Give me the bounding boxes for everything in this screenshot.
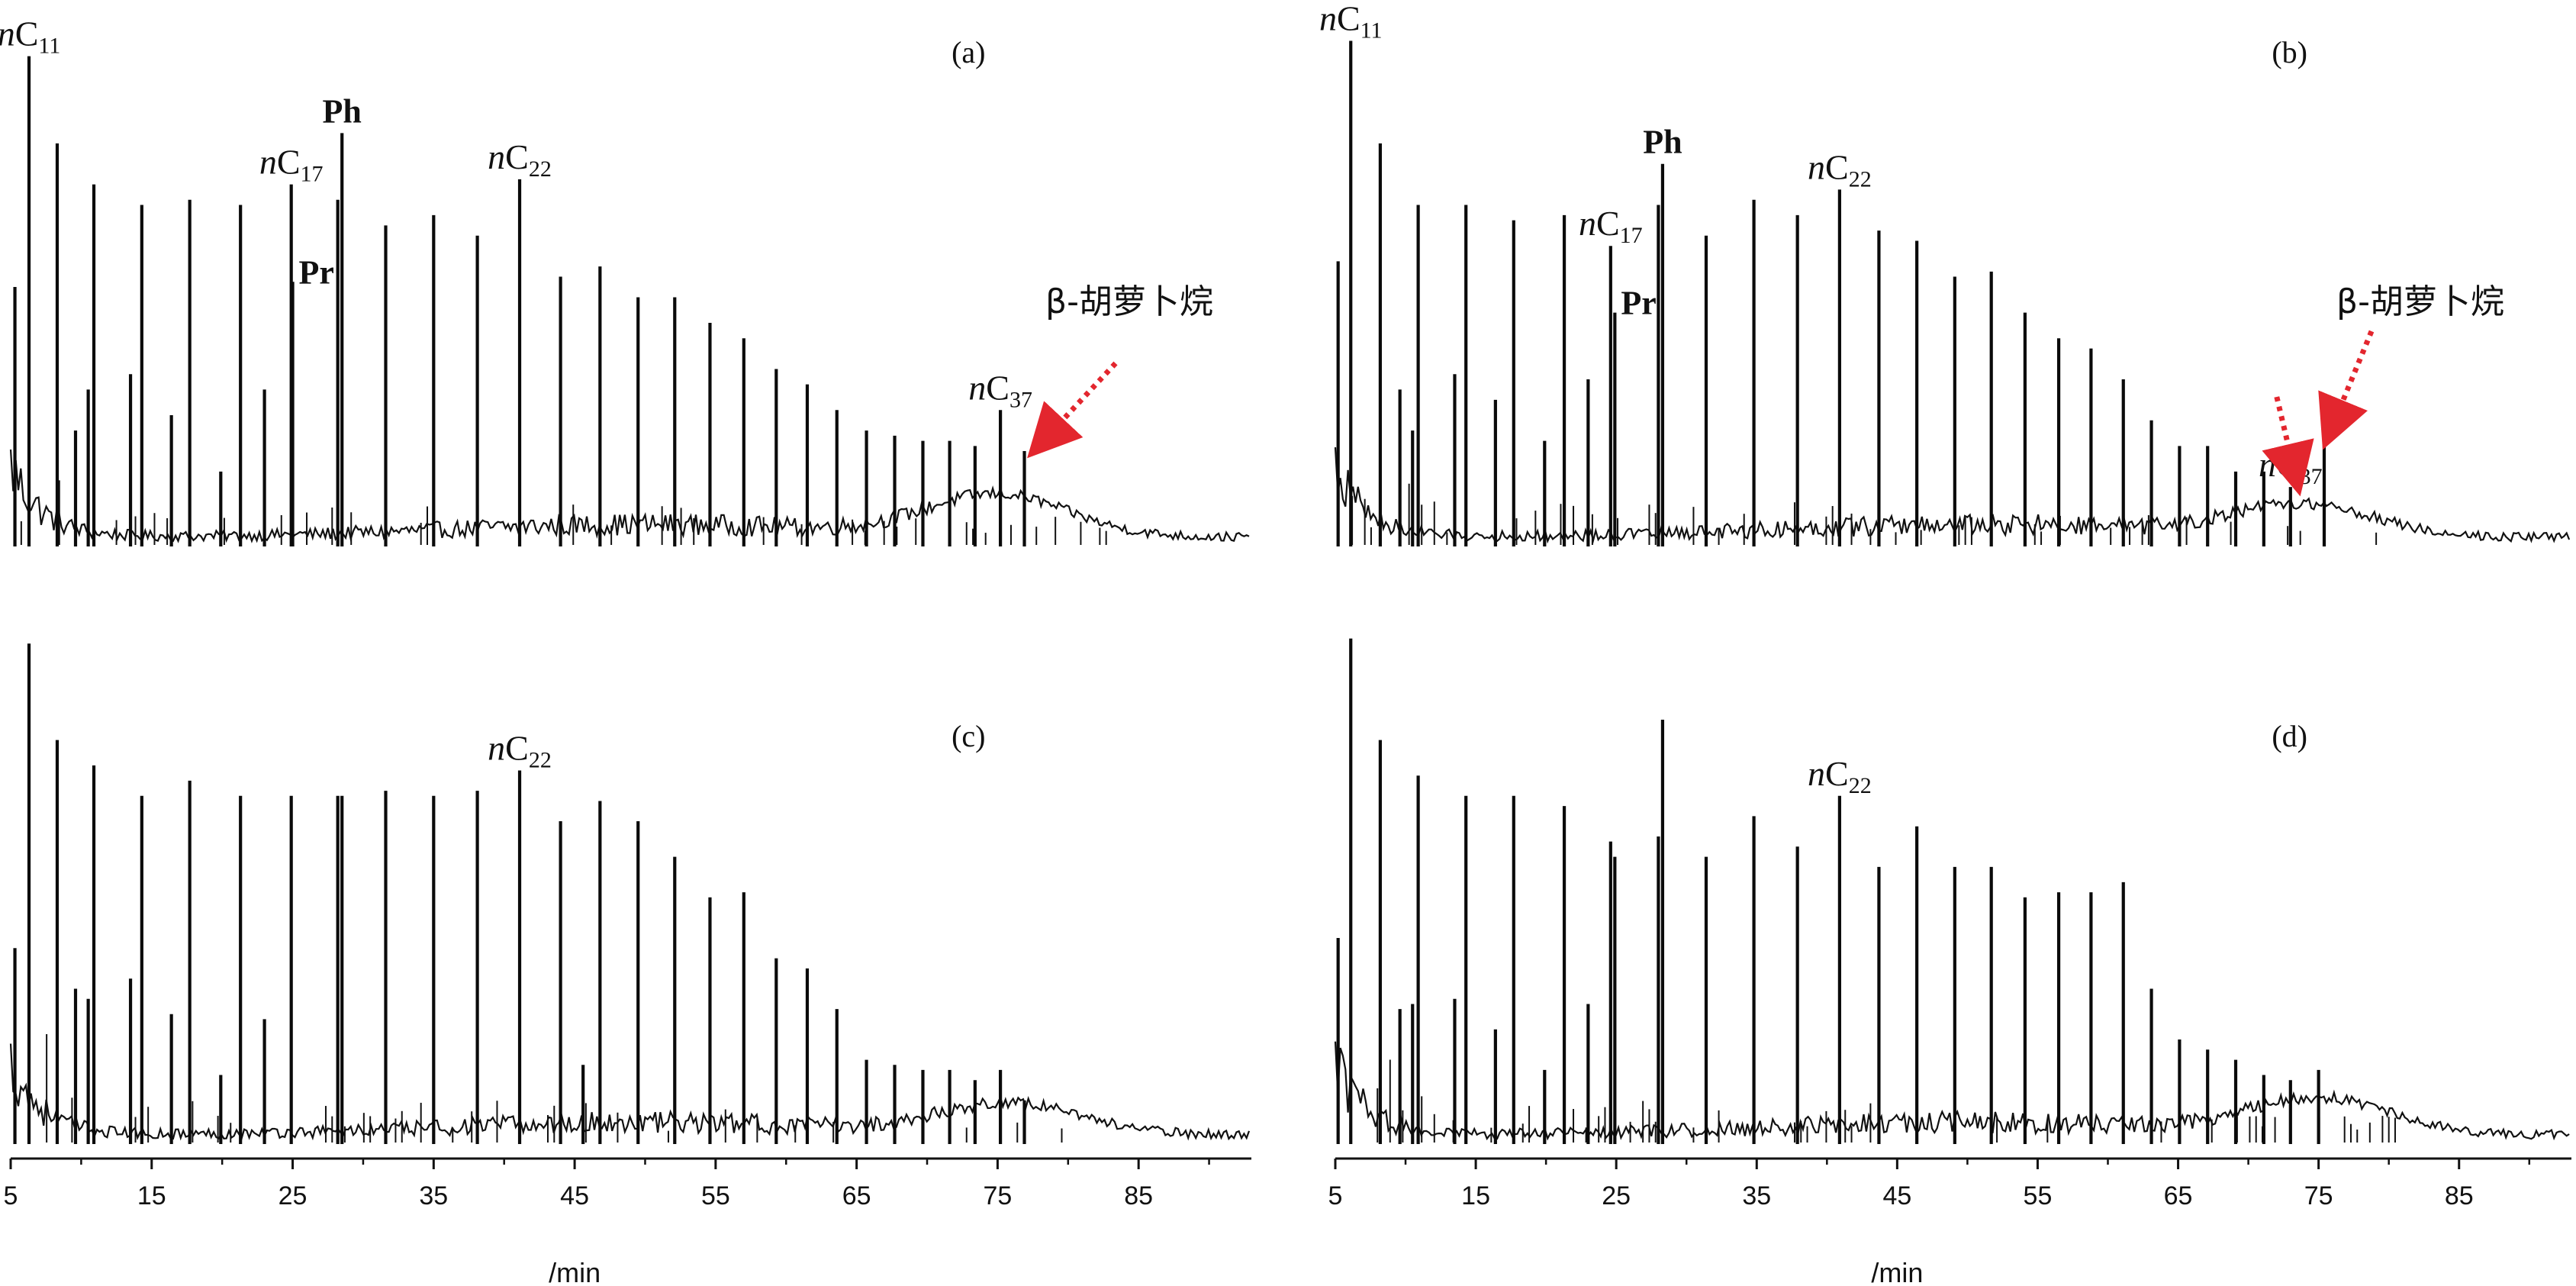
x-tick-label: 55 [701, 1181, 730, 1210]
x-tick-label: 85 [1124, 1181, 1153, 1210]
baseline-trace [1334, 1041, 2570, 1141]
panel-d: nC22 (d) 5 15 25 35 45 55 65 75 85/min [1328, 638, 2571, 1286]
x-tick-label: 65 [842, 1181, 871, 1210]
x-tick-label: 35 [419, 1181, 448, 1210]
peak-label: nC37 [968, 368, 1032, 412]
baseline-trace [9, 449, 1250, 543]
x-tick-label: 75 [2304, 1181, 2333, 1210]
x-tick-label: 5 [1328, 1181, 1343, 1210]
peak-label: nC22 [488, 729, 552, 773]
beta-carotane-label: β-胡萝卜烷 [2336, 282, 2504, 321]
x-tick-label: 15 [137, 1181, 166, 1210]
peak-label: Ph [1643, 124, 1682, 161]
peak-label: Ph [323, 92, 362, 130]
x-tick-label: 5 [4, 1181, 18, 1210]
peak-label: nC17 [1579, 204, 1643, 248]
peak-label: Pr [299, 253, 334, 291]
x-tick-label: 15 [1461, 1181, 1490, 1210]
baseline-trace [9, 1043, 1251, 1141]
x-tick-label: 55 [2024, 1181, 2053, 1210]
x-tick-label: 45 [560, 1181, 589, 1210]
annotation-arrow [2318, 330, 2375, 450]
peak-label: nC17 [259, 143, 324, 187]
panel-label: (b) [2272, 35, 2307, 69]
peak-label: nC22 [488, 137, 552, 182]
x-tick-label: 85 [2445, 1181, 2474, 1210]
peak-label: Pr [1621, 285, 1656, 322]
x-axis-title: /min [549, 1257, 601, 1286]
x-tick-label: 75 [983, 1181, 1012, 1210]
annotation-arrow [1027, 361, 1118, 459]
baseline-trace [1334, 447, 2571, 544]
x-tick-label: 65 [2164, 1181, 2193, 1210]
panel-label: (c) [952, 719, 985, 753]
x-tick-label: 25 [1602, 1181, 1631, 1210]
panel-b: nC11 Ph nC17 Pr nC22 nC37 (b) β-胡萝卜烷 [1319, 0, 2571, 546]
x-axis-title: /min [1871, 1257, 1923, 1286]
peak-label: nC22 [1808, 147, 1872, 192]
x-tick-label: 45 [1882, 1181, 1911, 1210]
panel-a: nC11 Ph nC17 Pr nC22 nC37 (a) β-胡萝卜烷 [0, 15, 1250, 546]
peak-label: nC11 [1319, 0, 1383, 43]
nC37-arrow [2262, 396, 2314, 497]
x-tick-label: 35 [1742, 1181, 1771, 1210]
beta-carotane-label: β-胡萝卜烷 [1045, 282, 1213, 321]
peak-label: nC37 [2259, 445, 2323, 489]
panel-c: nC22 (c) 5 15 25 35 45 55 65 75 85/min [4, 643, 1251, 1286]
x-tick-label: 25 [279, 1181, 308, 1210]
panel-label: (a) [952, 35, 985, 69]
peak-label: nC22 [1808, 754, 1872, 798]
panel-label: (d) [2272, 719, 2307, 753]
peak-label: nC11 [0, 15, 60, 59]
